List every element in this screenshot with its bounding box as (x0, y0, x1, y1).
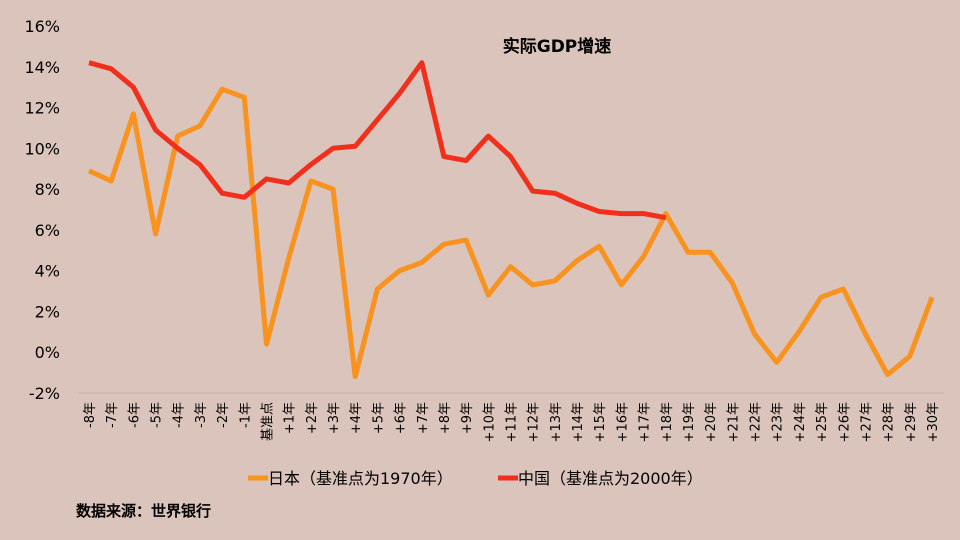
x-tick-label: +7年 (416, 402, 431, 434)
x-tick-label: +15年 (593, 402, 608, 442)
x-tick-label: +6年 (394, 402, 409, 434)
x-tick-label: -2年 (216, 402, 231, 428)
x-tick-label: +2年 (305, 402, 320, 434)
series-line-0 (87, 86, 935, 380)
x-tick-label: -7年 (105, 402, 120, 428)
y-tick-label: 12% (24, 99, 60, 118)
y-tick-label: 8% (35, 180, 60, 199)
x-tick-label: +3年 (327, 402, 342, 434)
chart-title: 实际GDP增速 (503, 36, 612, 57)
y-tick-label: 6% (35, 221, 60, 240)
x-tick-label: +1年 (283, 402, 298, 434)
x-tick-label: +20年 (704, 402, 719, 442)
x-tick-label: +12年 (527, 402, 542, 442)
x-tick-label: -3年 (194, 402, 209, 428)
legend-label: 中国（基准点为2000年） (518, 469, 703, 488)
x-tick-label: +10年 (482, 402, 497, 442)
x-tick-label: -1年 (238, 402, 253, 428)
x-tick-label: +23年 (771, 402, 786, 442)
x-tick-label: +26年 (837, 402, 852, 442)
x-tick-label: +22年 (749, 402, 764, 442)
data-source-note: 数据来源：世界银行 (76, 502, 212, 520)
x-tick-label: +30年 (926, 402, 941, 442)
x-tick-label: +27年 (859, 402, 874, 442)
x-tick-label: +21年 (726, 402, 741, 442)
x-tick-label: +11年 (505, 402, 520, 442)
x-tick-label: +13年 (549, 402, 564, 442)
y-tick-label: 2% (35, 302, 60, 321)
x-tick-label: +5年 (371, 402, 386, 434)
x-tick-label: +18年 (660, 402, 675, 442)
legend-label: 日本（基准点为1970年） (268, 469, 453, 488)
x-tick-label: +4年 (349, 402, 364, 434)
y-tick-label: 4% (35, 262, 60, 281)
x-tick-label: -6年 (127, 402, 142, 428)
x-tick-label: +9年 (460, 402, 475, 434)
y-tick-label: 14% (24, 58, 60, 77)
x-tick-label: +25年 (815, 402, 830, 442)
x-tick-label: +17年 (638, 402, 653, 442)
x-tick-label: -5年 (150, 402, 165, 428)
x-tick-label: -8年 (83, 402, 98, 428)
y-tick-label: 16% (24, 17, 60, 36)
x-tick-label: +29年 (904, 402, 919, 442)
x-tick-label: +24年 (793, 402, 808, 442)
x-tick-label: 基准点 (260, 402, 275, 441)
x-tick-label: +14年 (571, 402, 586, 442)
x-tick-label: -4年 (172, 402, 187, 428)
x-tick-label: +16年 (615, 402, 630, 442)
x-tick-label: +28年 (882, 402, 897, 442)
y-tick-label: -2% (29, 384, 60, 403)
y-tick-label: 10% (24, 139, 60, 158)
x-tick-label: +19年 (682, 402, 697, 442)
y-tick-label: 0% (35, 343, 60, 362)
series-line-1 (88, 60, 667, 221)
x-tick-label: +8年 (438, 402, 453, 434)
